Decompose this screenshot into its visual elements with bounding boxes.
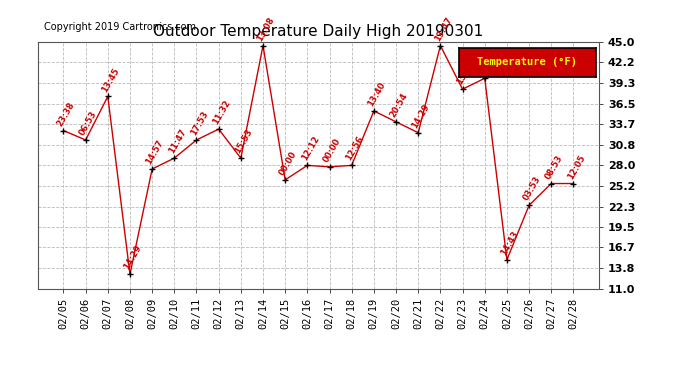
- Title: Outdoor Temperature Daily High 20190301: Outdoor Temperature Daily High 20190301: [153, 24, 484, 39]
- Text: 23:38: 23:38: [56, 100, 77, 128]
- Text: 15:53: 15:53: [233, 128, 254, 155]
- Text: 12:12: 12:12: [299, 135, 321, 162]
- Text: 06:53: 06:53: [78, 110, 99, 137]
- Text: 15:37: 15:37: [455, 59, 476, 86]
- Text: 13:40: 13:40: [366, 81, 387, 108]
- Text: 13:47: 13:47: [433, 15, 454, 43]
- Text: 17:53: 17:53: [188, 110, 210, 137]
- Text: 12:56: 12:56: [344, 135, 365, 162]
- Text: 03:35: 03:35: [477, 48, 498, 75]
- Text: 00:00: 00:00: [322, 136, 343, 164]
- Text: 14:29: 14:29: [122, 244, 144, 272]
- Text: 11:32: 11:32: [211, 99, 232, 126]
- Text: Copyright 2019 Cartronics.com: Copyright 2019 Cartronics.com: [43, 22, 195, 32]
- Text: 11:47: 11:47: [166, 128, 188, 155]
- Text: 14:29: 14:29: [411, 102, 431, 130]
- Text: 14:43: 14:43: [499, 229, 520, 257]
- Text: 08:53: 08:53: [544, 153, 564, 181]
- Text: 12:05: 12:05: [566, 153, 586, 181]
- Text: 20:54: 20:54: [388, 91, 409, 119]
- Text: 13:08: 13:08: [255, 15, 276, 43]
- Text: 13:45: 13:45: [100, 66, 121, 93]
- Text: 03:53: 03:53: [521, 175, 542, 202]
- Text: 00:00: 00:00: [277, 150, 298, 177]
- Text: 14:57: 14:57: [144, 138, 166, 166]
